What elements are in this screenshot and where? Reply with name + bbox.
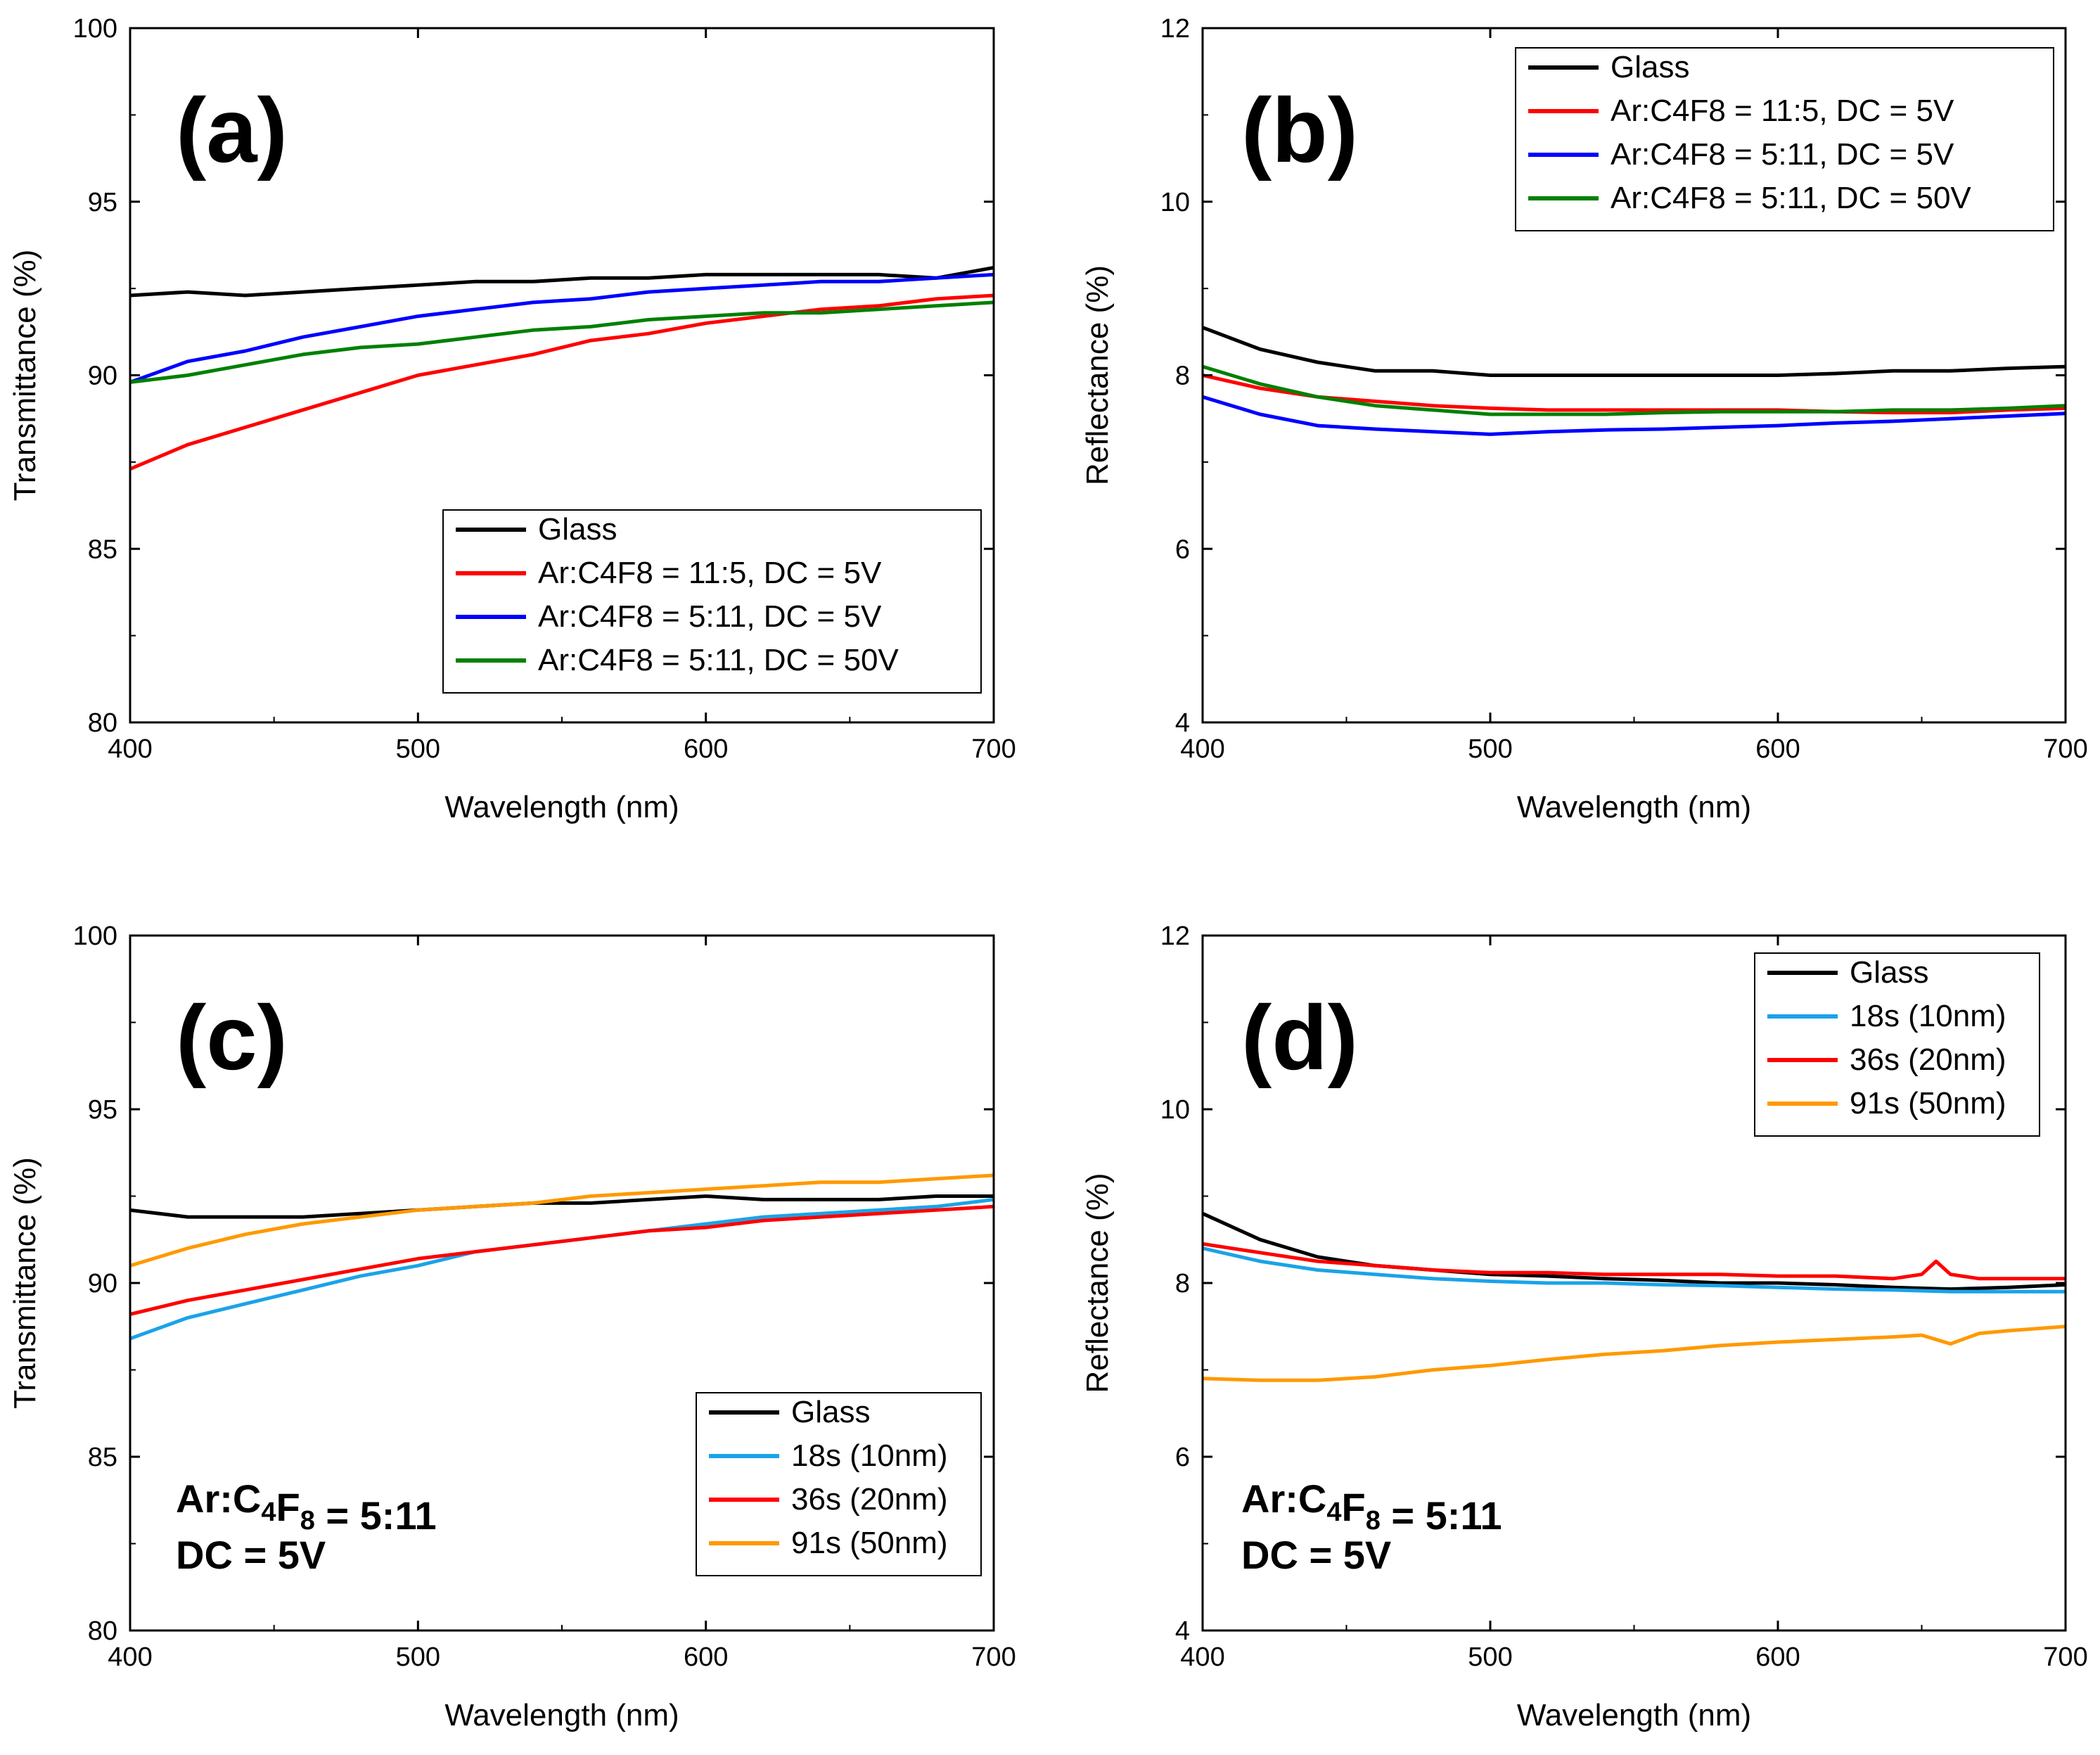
series-line-b-3 xyxy=(1203,364,2066,416)
y-tick-label: 95 xyxy=(88,1095,117,1125)
series-line-c-3 xyxy=(130,1173,994,1268)
y-tick-label: 80 xyxy=(88,1616,117,1646)
legend-entry: 91s (50nm) xyxy=(1850,1086,2006,1121)
panel-c: 400 500 600 700 80 85 90 95 100 Wavelength (nm) Tr… xyxy=(8,921,1016,1732)
y-tick-label: 8 xyxy=(1175,362,1190,391)
legend-entry: Ar:C4F8 = 5:11, DC = 50V xyxy=(538,643,899,677)
legend-entry: Ar:C4F8 = 5:11, DC = 5V xyxy=(538,599,882,634)
x-tick-label: 500 xyxy=(396,1642,440,1672)
y-tick-label: 4 xyxy=(1175,708,1190,738)
x-tick-label: 600 xyxy=(684,1642,728,1672)
series-line-d-3 xyxy=(1203,1325,2066,1382)
panel-label: (d) xyxy=(1241,986,1358,1089)
condition-annotation-line1: Ar:C4F8 = 5:11 xyxy=(1241,1476,1502,1538)
panel-a: 400 500 600 700 80 85 90 95 100 Wavelength (nm) Tr… xyxy=(8,14,1016,824)
y-tick-label: 8 xyxy=(1175,1269,1190,1298)
legend-box xyxy=(1754,952,2040,1137)
legend-entry: 91s (50nm) xyxy=(791,1526,948,1560)
x-tick-label: 600 xyxy=(1755,734,1800,764)
x-tick-label: 600 xyxy=(684,734,728,764)
series-line-a-2 xyxy=(130,272,994,384)
x-tick-label: 600 xyxy=(1755,1642,1800,1672)
panel-label: (b) xyxy=(1241,79,1358,181)
series-line-a-1 xyxy=(130,293,994,471)
condition-annotation-line2: DC = 5V xyxy=(176,1533,326,1577)
x-tick-label: 500 xyxy=(396,734,440,764)
x-tick-label: 400 xyxy=(1180,1642,1224,1672)
x-axis-label: Wavelength (nm) xyxy=(444,790,679,824)
legend-entry: Glass xyxy=(1611,50,1689,84)
legend-entry: 18s (10nm) xyxy=(791,1438,948,1473)
y-tick-label: 90 xyxy=(88,362,117,391)
y-tick-label: 6 xyxy=(1175,535,1190,564)
series-line-b-1 xyxy=(1203,374,2066,415)
y-tick-label: 6 xyxy=(1175,1443,1190,1472)
series-line-a-3 xyxy=(130,300,994,384)
legend-entry: Ar:C4F8 = 11:5, DC = 5V xyxy=(538,556,882,590)
y-tick-label: 80 xyxy=(88,708,117,738)
y-tick-label: 10 xyxy=(1160,1095,1190,1125)
condition-annotation-line1: Ar:C4F8 = 5:11 xyxy=(176,1476,437,1538)
legend-box xyxy=(442,509,982,694)
series-line-c-1 xyxy=(130,1197,994,1341)
x-axis-label: Wavelength (nm) xyxy=(1517,790,1751,824)
y-tick-label: 95 xyxy=(88,188,117,217)
panel-label: (a) xyxy=(176,79,288,181)
series-line-d-1 xyxy=(1203,1246,2066,1294)
y-tick-label: 85 xyxy=(88,1443,117,1472)
y-tick-label: 12 xyxy=(1160,921,1190,951)
legend-entry: Ar:C4F8 = 5:11, DC = 50V xyxy=(1611,181,1971,215)
x-tick-label: 700 xyxy=(2043,734,2087,764)
x-tick-label: 400 xyxy=(108,1642,152,1672)
series-line-c-2 xyxy=(130,1204,994,1316)
series-line-d-2 xyxy=(1203,1242,2066,1281)
panel-b: 400 500 600 700 4 6 8 10 12 Wavelength (nm) Reflec… xyxy=(1080,14,2088,824)
y-tick-label: 100 xyxy=(73,921,117,951)
y-tick-label: 90 xyxy=(88,1269,117,1298)
y-tick-label: 10 xyxy=(1160,188,1190,217)
series-line-b-0 xyxy=(1203,326,2066,377)
legend-entry: 36s (20nm) xyxy=(1850,1042,2006,1077)
y-tick-label: 85 xyxy=(88,535,117,564)
y-axis-label: Reflectance (%) xyxy=(1080,265,1115,485)
x-tick-label: 400 xyxy=(1180,734,1224,764)
series-line-d-0 xyxy=(1203,1211,2066,1291)
y-axis-label: Transmittance (%) xyxy=(8,1157,42,1409)
series-line-a-0 xyxy=(130,266,994,298)
legend-entry: Ar:C4F8 = 11:5, DC = 5V xyxy=(1611,94,1954,128)
series-line-c-0 xyxy=(130,1194,994,1219)
x-tick-label: 500 xyxy=(1468,1642,1512,1672)
legend-entry: 18s (10nm) xyxy=(1850,999,2006,1033)
x-axis-label: Wavelength (nm) xyxy=(1517,1698,1751,1732)
y-tick-label: 12 xyxy=(1160,14,1190,44)
x-tick-label: 700 xyxy=(971,734,1016,764)
panel-label: (c) xyxy=(176,986,288,1089)
condition-annotation-line2: DC = 5V xyxy=(1241,1533,1391,1577)
y-axis-label: Reflectance (%) xyxy=(1080,1173,1115,1393)
x-tick-label: 400 xyxy=(108,734,152,764)
y-axis-label: Transmittance (%) xyxy=(8,250,42,502)
legend-entry: Glass xyxy=(538,512,617,547)
y-tick-label: 4 xyxy=(1175,1616,1190,1646)
legend-box xyxy=(1515,47,2054,231)
series-line-b-2 xyxy=(1203,395,2066,436)
legend-entry: Glass xyxy=(791,1395,870,1429)
x-tick-label: 700 xyxy=(2043,1642,2087,1672)
legend-entry: Ar:C4F8 = 5:11, DC = 5V xyxy=(1611,137,1954,172)
legend-entry: Glass xyxy=(1850,955,1928,990)
legend-entry: 36s (20nm) xyxy=(791,1482,948,1517)
x-axis-label: Wavelength (nm) xyxy=(444,1698,679,1732)
x-tick-label: 500 xyxy=(1468,734,1512,764)
panel-d: 400 500 600 700 4 6 8 10 12 Wavelength (nm) Reflec… xyxy=(1080,921,2088,1732)
x-tick-label: 700 xyxy=(971,1642,1016,1672)
y-tick-label: 100 xyxy=(73,14,117,44)
